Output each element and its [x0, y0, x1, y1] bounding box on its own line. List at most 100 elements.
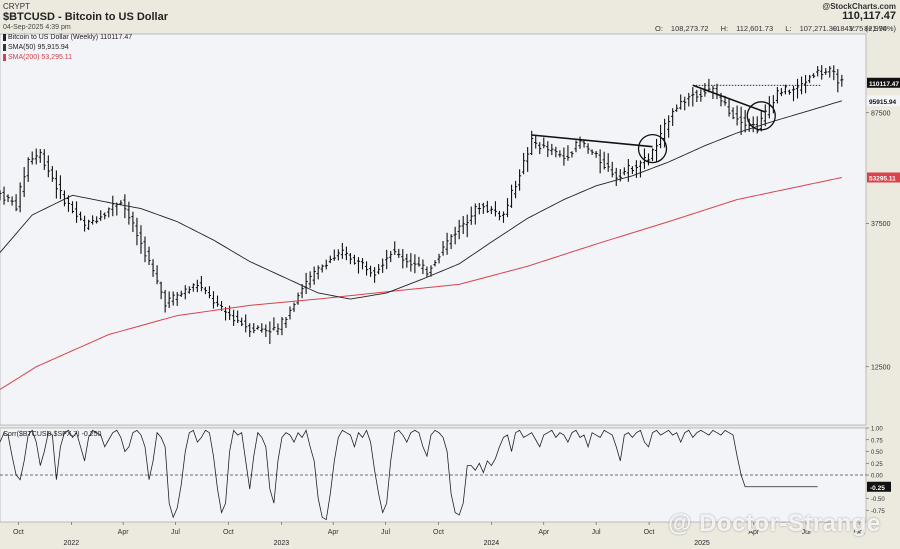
highlight-circle [746, 101, 776, 131]
x-year-label: 2025 [694, 540, 710, 547]
open-value: 108,273.72 [670, 24, 709, 33]
price-ytick-label: 12500 [871, 364, 891, 371]
price-bar [578, 136, 582, 149]
price-bar [441, 241, 445, 256]
highlight-circle [637, 133, 668, 164]
x-tick-label: Apr [328, 529, 340, 536]
price-bar [453, 226, 457, 245]
price-bar [743, 109, 747, 133]
x-year-label: 2022 [64, 540, 80, 547]
price-bar [288, 306, 292, 320]
high-value: 112,601.73 [736, 24, 774, 33]
price-bar [489, 206, 494, 215]
price-bar [642, 148, 647, 169]
price-bar [650, 148, 655, 162]
price-bar [469, 206, 473, 225]
price-bar [340, 242, 344, 259]
price-bar [630, 166, 634, 175]
price-bar [276, 323, 280, 336]
price-bar [836, 69, 840, 93]
price-bar [840, 74, 844, 87]
x-tick-label: Jul [381, 529, 390, 536]
x-year-label: 2024 [484, 540, 500, 547]
price-bar [622, 167, 626, 176]
price-bar [46, 155, 50, 178]
price-bar [828, 66, 832, 78]
price-bar [518, 169, 522, 191]
price-bar [74, 201, 79, 223]
price-bar [377, 264, 381, 275]
price-ytick-label: 87500 [871, 110, 891, 117]
price-bar [308, 271, 312, 288]
price-bar [272, 317, 276, 331]
chart-title: $BTCUSD - Bitcoin to US Dollar [3, 11, 169, 23]
corr-ytick-label: 0.75 [871, 438, 883, 444]
price-bar [654, 138, 659, 162]
price-bar [638, 160, 643, 178]
price-bar [594, 150, 598, 158]
price-bar [268, 321, 272, 344]
x-tick-label: Jul [592, 529, 601, 536]
price-bar [683, 96, 687, 111]
price-bar [699, 89, 703, 102]
price-bar [614, 167, 618, 186]
price-bar [372, 267, 377, 283]
exchange-label: CRYPT [3, 2, 30, 11]
price-bar [675, 104, 679, 112]
price-bar [812, 73, 816, 79]
price-bar [107, 207, 111, 218]
price-bar [429, 265, 433, 277]
price-bar [280, 316, 284, 336]
price-bar [284, 317, 288, 329]
price-bar [437, 253, 441, 264]
sma50-line [0, 100, 842, 300]
price-bar [542, 137, 546, 149]
price-bar [364, 261, 369, 276]
price-bar [558, 150, 562, 158]
price-bar [646, 153, 651, 166]
price-bar [232, 309, 236, 326]
price-bar [300, 284, 304, 299]
price-bar [381, 258, 385, 273]
price-bar [626, 158, 630, 182]
price-bar [413, 254, 417, 274]
volume-value: 82,994 [864, 24, 888, 33]
price-bar [191, 283, 195, 292]
legend-sma50-text: SMA(50) 95,915.94 [8, 44, 69, 51]
badge-sma50 [866, 95, 900, 107]
price-bar [501, 211, 506, 223]
price-bar [783, 84, 788, 95]
legend-sma50: SMA(50) 95,915.94 [3, 44, 69, 51]
badge-last [867, 77, 900, 88]
price-bar [513, 180, 518, 199]
price-bar [590, 149, 594, 155]
x-tick-label: Apr [748, 529, 760, 536]
price-bar [417, 256, 421, 267]
price-bar [570, 151, 574, 158]
badge-sma50-label: 95915.94 [869, 99, 896, 106]
price-bar [236, 310, 240, 324]
price-bar [445, 232, 449, 255]
price-bar [397, 248, 401, 258]
corr-ytick-label: 0.50 [871, 450, 883, 456]
price-bar [679, 94, 683, 110]
price-bar [687, 92, 691, 107]
x-tick-label: Jul [802, 529, 811, 536]
price-bar [264, 324, 268, 337]
legend-price: Bitcoin to US Dollar (Weekly) 110117.47 [3, 34, 132, 41]
price-bar [554, 146, 558, 158]
price-bar [751, 116, 755, 133]
high-label: H: [720, 24, 729, 33]
price-bar [139, 225, 143, 254]
price-bar [167, 291, 171, 308]
price-bar [159, 281, 163, 300]
price-bar [328, 255, 332, 264]
corr-badge [867, 481, 891, 492]
price-bar [151, 259, 155, 277]
price-bar [457, 219, 461, 240]
price-bar [252, 323, 256, 334]
legend-price-swatch [3, 34, 6, 41]
price-bar [352, 254, 357, 265]
price-bar [610, 161, 614, 178]
